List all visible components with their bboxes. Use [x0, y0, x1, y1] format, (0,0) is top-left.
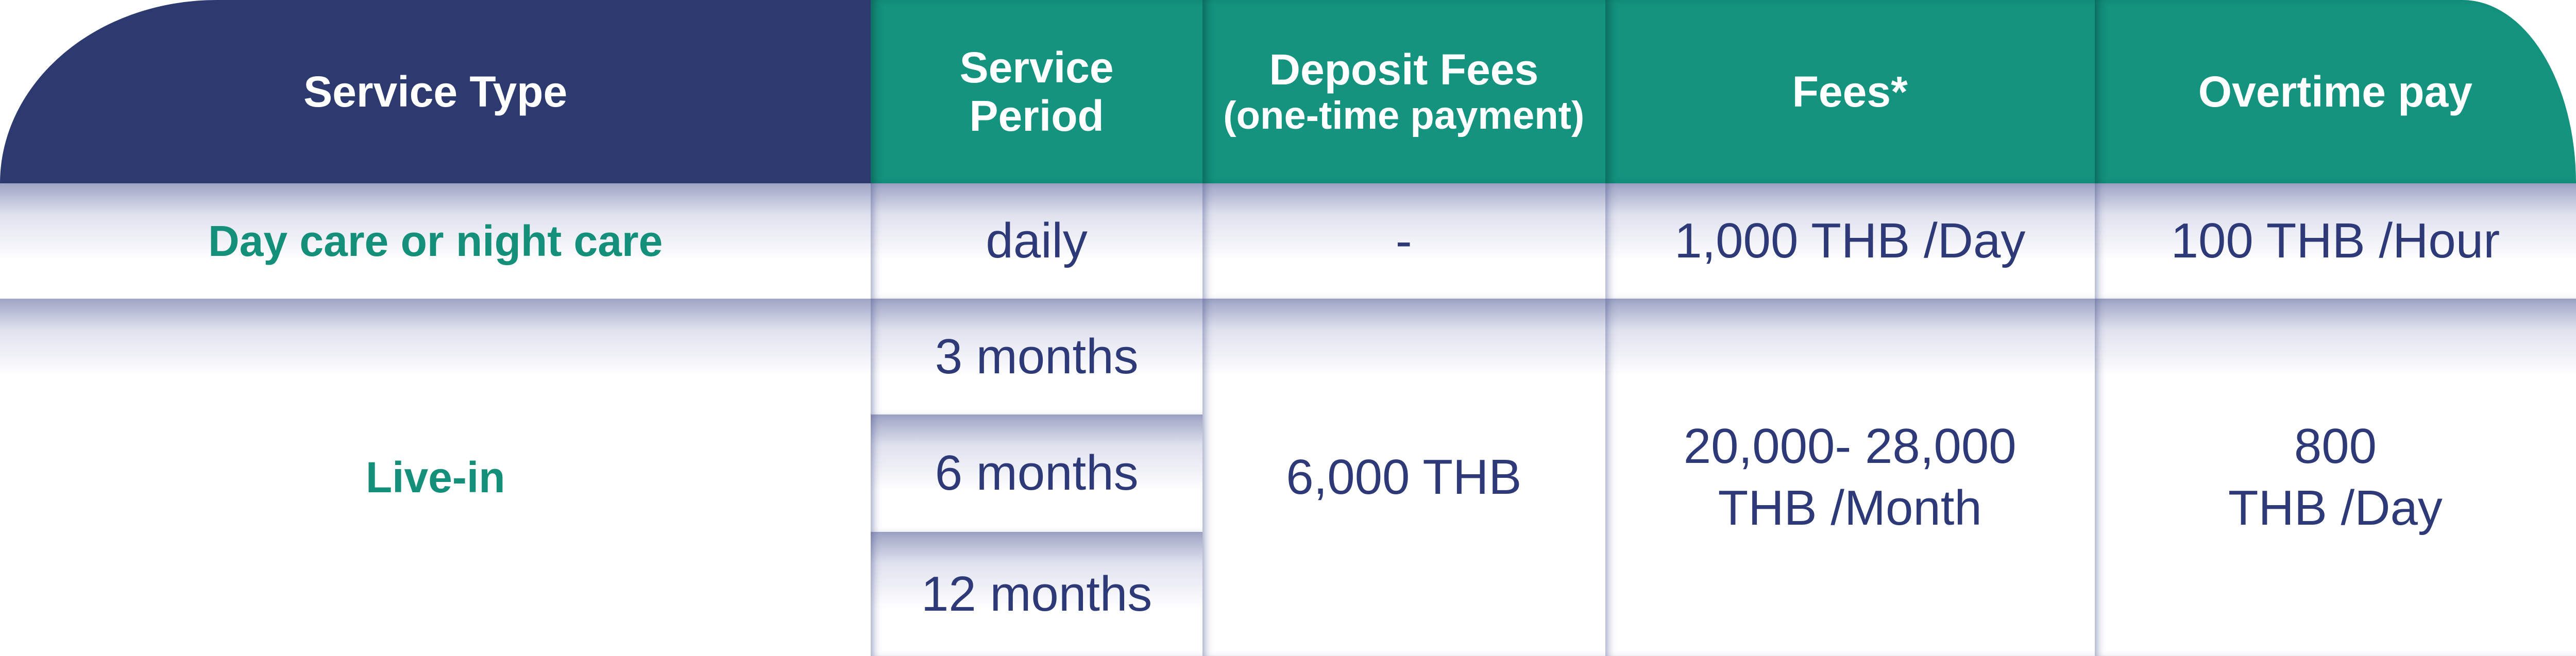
- deposit-value: -: [1395, 213, 1412, 268]
- deposit-value: 6,000 THB: [1286, 450, 1522, 505]
- row-live-in-period-12: 12 months: [871, 532, 1202, 656]
- period-value: 12 months: [921, 566, 1153, 622]
- row-live-in-deposit: 6,000 THB: [1202, 299, 1605, 656]
- header-label: (one-time payment): [1223, 94, 1585, 138]
- row-day-care-type: Day care or night care: [0, 183, 871, 299]
- fees-value: 1,000 THB /Day: [1674, 213, 2026, 268]
- header-service-period: Service Period: [871, 0, 1202, 183]
- period-value: 6 months: [935, 445, 1139, 500]
- header-deposit-fees: Deposit Fees (one-time payment): [1202, 0, 1605, 183]
- header-label: Overtime pay: [2198, 67, 2473, 116]
- header-fees: Fees*: [1605, 0, 2095, 183]
- header-service-type: Service Type: [0, 0, 871, 183]
- row-live-in-overtime: 800 THB /Day: [2094, 299, 2576, 656]
- header-label: Deposit Fees: [1269, 45, 1539, 94]
- row-live-in-type: Live-in: [0, 299, 871, 656]
- row-live-in-period-6: 6 months: [871, 415, 1202, 532]
- period-value: daily: [986, 213, 1088, 268]
- header-label: Fees*: [1792, 67, 1908, 116]
- service-type-label: Day care or night care: [208, 216, 663, 265]
- header-label: Service: [959, 43, 1114, 92]
- overtime-value: 800: [2294, 419, 2377, 474]
- overtime-value: 100 THB /Hour: [2171, 213, 2500, 268]
- service-type-label: Live-in: [365, 453, 505, 502]
- row-day-care-period: daily: [871, 183, 1202, 299]
- period-value: 3 months: [935, 329, 1139, 384]
- overtime-unit: THB /Day: [2228, 480, 2443, 536]
- header-overtime-pay: Overtime pay: [2094, 0, 2576, 183]
- header-label: Service Type: [303, 67, 568, 116]
- row-day-care-deposit: -: [1202, 183, 1605, 299]
- row-day-care-fees: 1,000 THB /Day: [1605, 183, 2095, 299]
- row-live-in-period-3: 3 months: [871, 299, 1202, 415]
- header-label: Period: [969, 92, 1104, 140]
- row-day-care-overtime: 100 THB /Hour: [2094, 183, 2576, 299]
- fees-value: 20,000- 28,000: [1683, 419, 2016, 474]
- fees-unit: THB /Month: [1718, 480, 1982, 536]
- row-live-in-fees: 20,000- 28,000 THB /Month: [1605, 299, 2095, 656]
